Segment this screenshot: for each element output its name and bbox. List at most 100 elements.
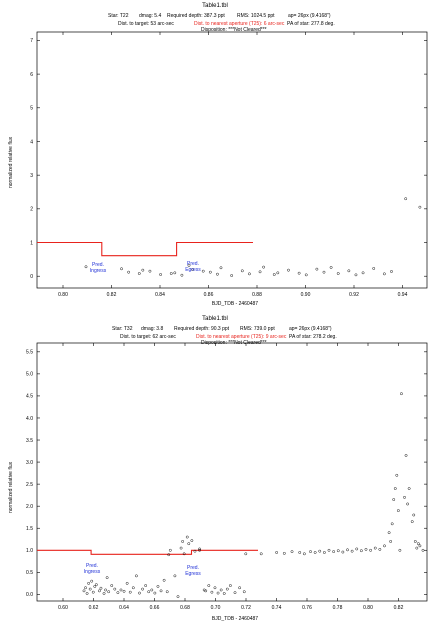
y-tick-label: 4 bbox=[30, 139, 33, 145]
data-point bbox=[404, 454, 408, 457]
data-point bbox=[216, 591, 220, 595]
y-tick-label: 0.5 bbox=[26, 570, 33, 576]
data-point bbox=[182, 552, 186, 556]
data-point bbox=[415, 546, 419, 550]
egress-label: Pred. bbox=[187, 565, 199, 571]
data-point bbox=[137, 272, 141, 275]
egress-label: Pred. bbox=[187, 261, 199, 267]
x-tick-label: 0.68 bbox=[180, 605, 190, 611]
data-point bbox=[398, 548, 402, 552]
data-point bbox=[327, 548, 331, 552]
data-point bbox=[113, 587, 117, 591]
data-point bbox=[141, 587, 144, 591]
data-point bbox=[389, 540, 393, 543]
data-point bbox=[88, 587, 92, 591]
data-point bbox=[87, 581, 90, 585]
x-tick-label: 0.64 bbox=[119, 605, 129, 611]
data-point bbox=[229, 584, 232, 587]
data-point bbox=[244, 552, 248, 556]
x-tick-label: 0.66 bbox=[150, 605, 160, 611]
x-tick-label: 0.78 bbox=[333, 605, 343, 611]
data-point bbox=[412, 513, 416, 517]
y-tick-label: 5.5 bbox=[26, 350, 33, 356]
data-point bbox=[230, 274, 234, 277]
data-point bbox=[372, 267, 376, 270]
info-dist-target: Dist. to target: 53 arc-sec bbox=[118, 21, 174, 27]
y-tick-label: 5.0 bbox=[26, 372, 33, 378]
data-point bbox=[198, 547, 201, 551]
data-point bbox=[138, 591, 141, 595]
data-point bbox=[418, 544, 422, 548]
data-point bbox=[219, 588, 223, 592]
data-point bbox=[201, 269, 205, 273]
data-point bbox=[84, 586, 87, 590]
data-point bbox=[329, 266, 333, 269]
data-point bbox=[287, 268, 290, 272]
x-axis-label: BJD_TDB - 2460487 bbox=[211, 616, 259, 622]
data-point bbox=[383, 544, 386, 548]
data-point bbox=[350, 549, 354, 553]
x-axis-label: BJD_TDB - 2460487 bbox=[211, 301, 259, 307]
data-point bbox=[180, 273, 184, 277]
plot-frame bbox=[36, 342, 428, 602]
data-point bbox=[181, 540, 184, 543]
data-point bbox=[104, 588, 107, 592]
info-depth: Required depth: 90.3 ppt bbox=[174, 326, 230, 332]
data-point bbox=[336, 272, 340, 275]
data-point bbox=[204, 589, 208, 593]
model-line bbox=[37, 549, 258, 555]
data-point bbox=[304, 273, 308, 277]
data-point bbox=[354, 273, 358, 277]
data-point bbox=[233, 591, 237, 594]
data-point bbox=[355, 547, 359, 551]
info-star: Star: T32 bbox=[112, 326, 133, 332]
data-point bbox=[297, 271, 301, 275]
model-line bbox=[37, 241, 253, 257]
data-point bbox=[395, 473, 399, 477]
data-point bbox=[167, 553, 171, 557]
x-tick-label: 0.76 bbox=[302, 605, 312, 611]
data-point bbox=[298, 551, 302, 554]
x-tick-label: 0.92 bbox=[349, 292, 359, 298]
data-point bbox=[98, 589, 101, 593]
chart-title: Table1.tbl bbox=[202, 3, 228, 9]
data-point bbox=[242, 590, 246, 594]
data-point bbox=[403, 495, 406, 499]
data-point bbox=[404, 197, 408, 201]
data-point bbox=[127, 270, 130, 274]
data-point bbox=[421, 548, 425, 552]
data-point bbox=[131, 586, 135, 590]
info-rms: RMS: 1024.5 ppt bbox=[237, 13, 275, 19]
data-point bbox=[248, 272, 251, 276]
data-point bbox=[84, 265, 88, 269]
x-tick-label: 0.80 bbox=[363, 605, 373, 611]
y-tick-label: 2 bbox=[30, 207, 33, 213]
data-point bbox=[179, 546, 183, 550]
data-point bbox=[159, 273, 162, 276]
data-point bbox=[119, 588, 123, 592]
data-point bbox=[173, 271, 177, 275]
data-point bbox=[141, 268, 145, 272]
data-point bbox=[336, 549, 340, 553]
data-point bbox=[378, 548, 382, 551]
y-tick-label: 1.5 bbox=[26, 526, 33, 532]
data-point bbox=[309, 550, 312, 553]
data-point bbox=[216, 272, 219, 276]
data-point bbox=[128, 590, 132, 594]
data-point bbox=[219, 266, 223, 270]
data-point bbox=[207, 584, 211, 587]
info-rms: RMS: 739.0 ppt bbox=[240, 326, 275, 332]
data-point bbox=[258, 270, 262, 274]
info-ap: ap= 26px (9.4168") bbox=[289, 326, 332, 332]
y-tick-label: 4.0 bbox=[26, 416, 33, 422]
data-point bbox=[341, 550, 345, 554]
x-tick-label: 0.60 bbox=[58, 605, 68, 611]
data-point bbox=[148, 269, 152, 273]
data-point bbox=[193, 549, 197, 553]
info-pa: PA of star: 277.8 deg. bbox=[287, 21, 335, 27]
data-point bbox=[406, 502, 409, 506]
data-point bbox=[102, 592, 106, 595]
data-point bbox=[122, 589, 126, 593]
data-point bbox=[198, 548, 201, 552]
data-point bbox=[407, 487, 411, 490]
